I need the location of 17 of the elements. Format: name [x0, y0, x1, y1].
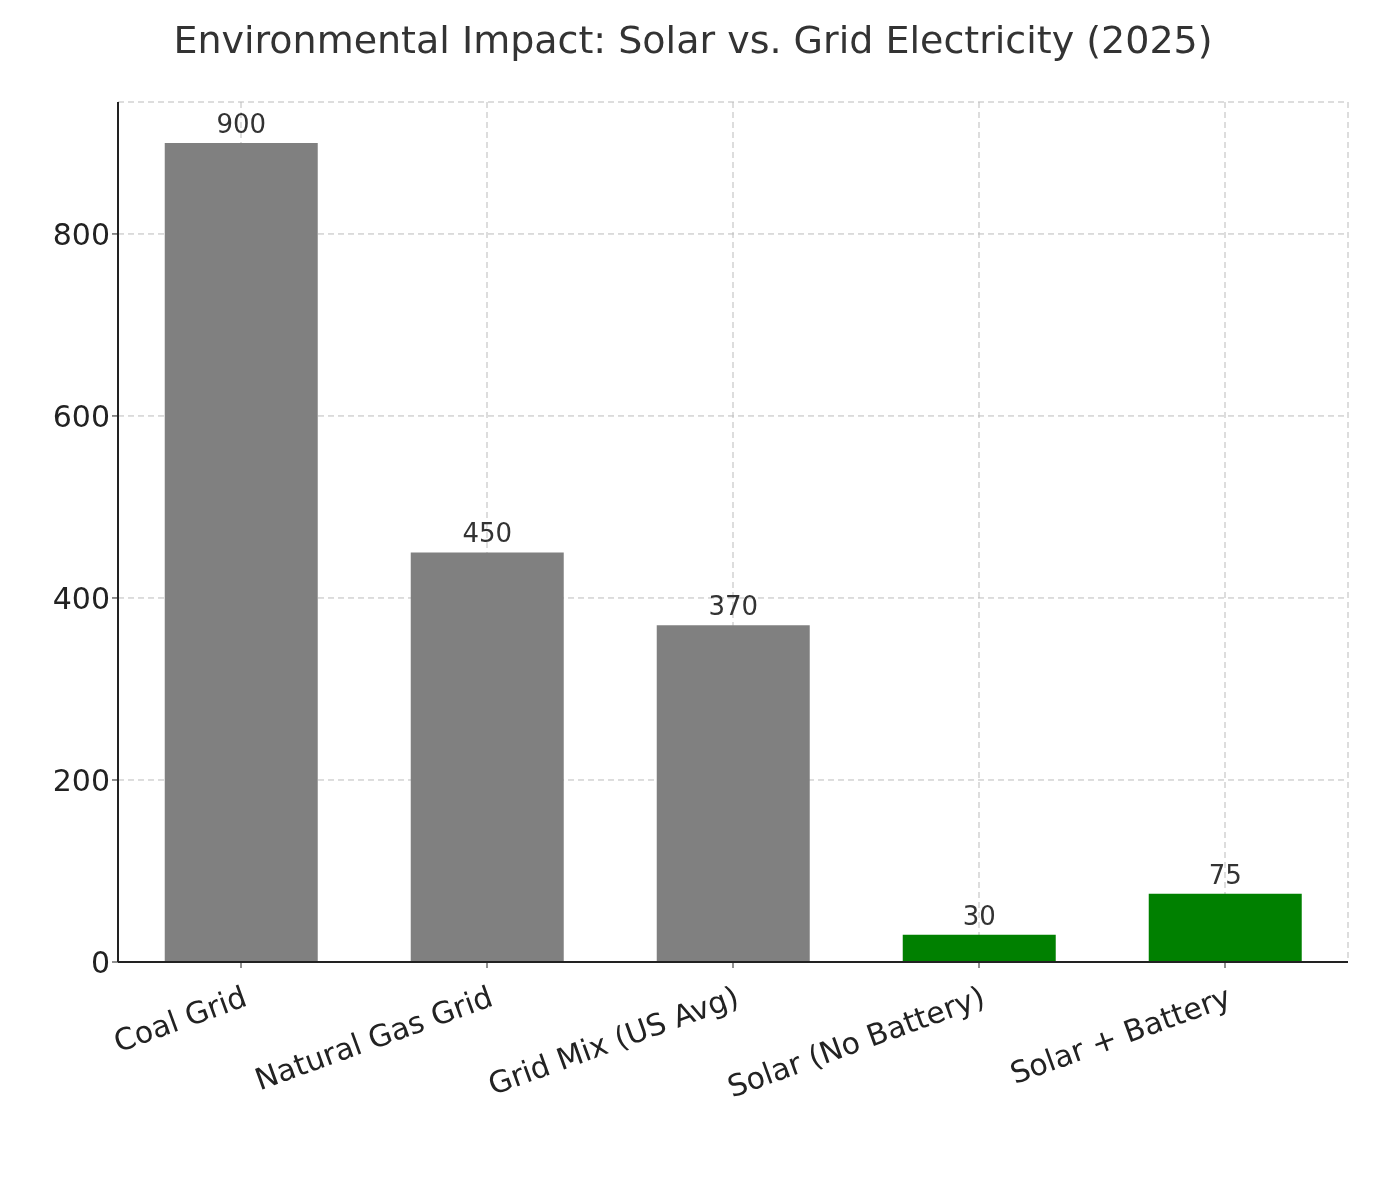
data-label: 30 [962, 900, 996, 931]
x-tick-label: Coal Grid [108, 978, 252, 1060]
y-tick-label: 800 [52, 216, 110, 252]
bar [902, 934, 1056, 962]
data-label: 450 [462, 518, 513, 549]
y-tick-label: 600 [52, 398, 110, 434]
y-tick-label: 200 [52, 762, 110, 798]
data-label: 370 [708, 591, 759, 622]
chart-title: Environmental Impact: Solar vs. Grid Electricity (2025) [172, 17, 1214, 62]
data-label: 75 [1208, 859, 1242, 890]
y-tick-label: 400 [52, 580, 110, 616]
data-label: 900 [216, 108, 267, 139]
bar [410, 552, 564, 962]
y-tick-label: 0 [90, 944, 110, 980]
bar [656, 625, 810, 962]
bar [164, 142, 318, 962]
bar [1148, 893, 1302, 962]
